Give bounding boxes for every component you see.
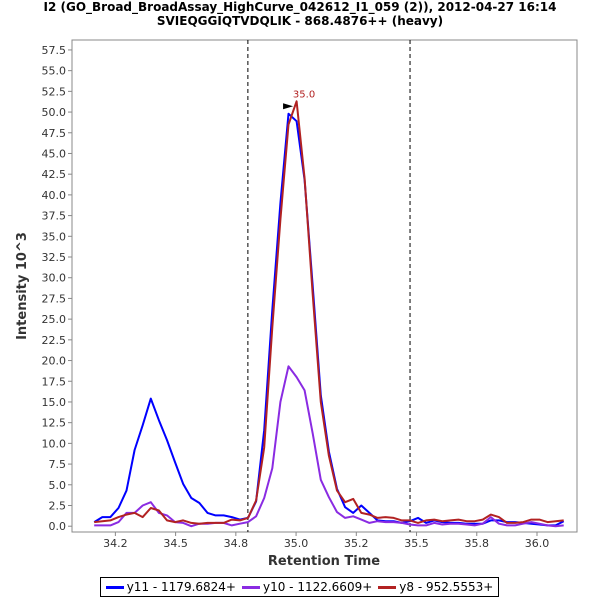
y-tick-label: 10.0 <box>42 437 67 450</box>
x-axis-label: Retention Time <box>268 554 380 569</box>
y-tick-label: 50.0 <box>42 106 67 119</box>
y-tick-label: 15.0 <box>42 396 67 409</box>
y-tick-label: 55.0 <box>42 65 67 78</box>
x-tick-label: 34.8 <box>224 537 249 550</box>
y-tick-label: 37.5 <box>42 210 67 223</box>
legend-label: y11 - 1179.6824+ <box>126 580 236 594</box>
legend-item: y11 - 1179.6824+ <box>105 580 236 594</box>
y-tick-label: 7.5 <box>49 458 67 471</box>
y-tick-label: 32.5 <box>42 251 67 264</box>
y-tick-label: 40.0 <box>42 189 67 202</box>
legend-item: y10 - 1122.6609+ <box>241 580 373 594</box>
y-tick-label: 30.0 <box>42 272 67 285</box>
y-tick-label: 0.0 <box>49 520 67 533</box>
peak-marker-arrow-icon <box>283 103 294 110</box>
peak-label: 35.0 <box>293 89 315 100</box>
y-tick-label: 5.0 <box>49 479 67 492</box>
y-tick-label: 52.5 <box>42 85 67 98</box>
y-tick-label: 20.0 <box>42 355 67 368</box>
legend-label: y10 - 1122.6609+ <box>262 580 373 594</box>
y-tick-label: 35.0 <box>42 230 67 243</box>
legend: y11 - 1179.6824+ y10 - 1122.6609+ y8 - 952… <box>100 577 499 597</box>
y-tick-label: 27.5 <box>42 292 67 305</box>
plot-frame <box>71 39 578 533</box>
x-tick-label: 34.5 <box>163 537 188 550</box>
y-tick-label: 25.0 <box>42 313 67 326</box>
y-axis-label: Intensity 10^3 <box>15 232 30 340</box>
legend-swatch <box>378 585 397 589</box>
y-tick-label: 22.5 <box>42 334 67 347</box>
x-tick-label: 35.5 <box>404 537 429 550</box>
chart-subtitle: SVIEQGGIQTVDQLIK - 868.4876++ (heavy) <box>156 14 444 28</box>
y-tick-label: 57.5 <box>42 44 67 57</box>
y-tick-label: 45.0 <box>42 147 67 160</box>
y-tick-label: 12.5 <box>42 417 67 430</box>
y-tick-label: 17.5 <box>42 375 67 388</box>
chart-title: I2 (GO_Broad_BroadAssay_HighCurve_042612… <box>43 0 557 14</box>
series-line-y10 <box>94 365 564 528</box>
x-tick-label: 36.0 <box>525 537 550 550</box>
legend-label: y8 - 952.5553+ <box>399 580 494 594</box>
legend-swatch <box>105 585 124 589</box>
y-tick-label: 2.5 <box>49 499 67 512</box>
legend-swatch <box>241 585 260 589</box>
x-tick-label: 35.0 <box>284 537 309 550</box>
series-line-y8 <box>94 100 564 525</box>
y-tick-label: 42.5 <box>42 168 67 181</box>
legend-item: y8 - 952.5553+ <box>378 580 493 594</box>
y-tick-label: 47.5 <box>42 127 67 140</box>
x-tick-label: 35.8 <box>465 537 490 550</box>
x-tick-label: 34.2 <box>103 537 128 550</box>
x-tick-label: 35.2 <box>344 537 369 550</box>
